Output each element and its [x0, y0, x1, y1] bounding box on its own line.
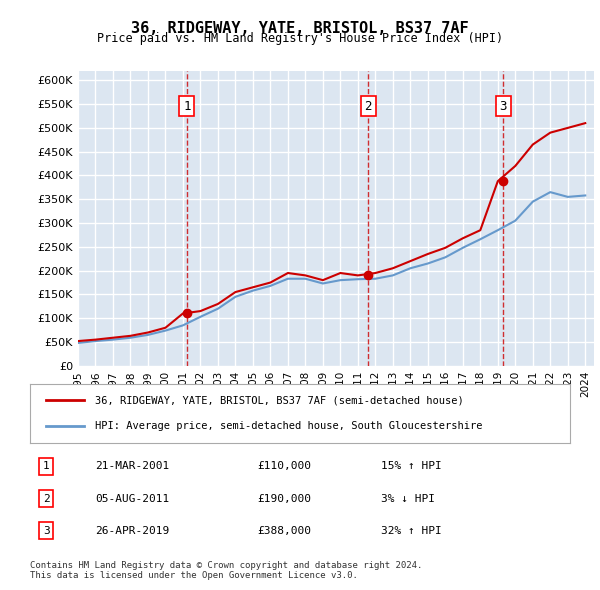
Text: 36, RIDGEWAY, YATE, BRISTOL, BS37 7AF: 36, RIDGEWAY, YATE, BRISTOL, BS37 7AF [131, 21, 469, 35]
Text: 2: 2 [364, 100, 372, 113]
Text: 36, RIDGEWAY, YATE, BRISTOL, BS37 7AF (semi-detached house): 36, RIDGEWAY, YATE, BRISTOL, BS37 7AF (s… [95, 395, 464, 405]
Text: 15% ↑ HPI: 15% ↑ HPI [381, 461, 442, 471]
Text: 26-APR-2019: 26-APR-2019 [95, 526, 169, 536]
Text: 05-AUG-2011: 05-AUG-2011 [95, 494, 169, 503]
Text: £190,000: £190,000 [257, 494, 311, 503]
Text: HPI: Average price, semi-detached house, South Gloucestershire: HPI: Average price, semi-detached house,… [95, 421, 482, 431]
Text: 1: 1 [43, 461, 50, 471]
Text: Price paid vs. HM Land Registry's House Price Index (HPI): Price paid vs. HM Land Registry's House … [97, 32, 503, 45]
Text: 3% ↓ HPI: 3% ↓ HPI [381, 494, 435, 503]
Text: 21-MAR-2001: 21-MAR-2001 [95, 461, 169, 471]
Text: 1: 1 [183, 100, 191, 113]
Text: £388,000: £388,000 [257, 526, 311, 536]
Text: 2: 2 [43, 494, 50, 503]
Text: 3: 3 [500, 100, 507, 113]
Text: Contains HM Land Registry data © Crown copyright and database right 2024.
This d: Contains HM Land Registry data © Crown c… [30, 560, 422, 580]
Text: 3: 3 [43, 526, 50, 536]
Text: £110,000: £110,000 [257, 461, 311, 471]
Text: 32% ↑ HPI: 32% ↑ HPI [381, 526, 442, 536]
